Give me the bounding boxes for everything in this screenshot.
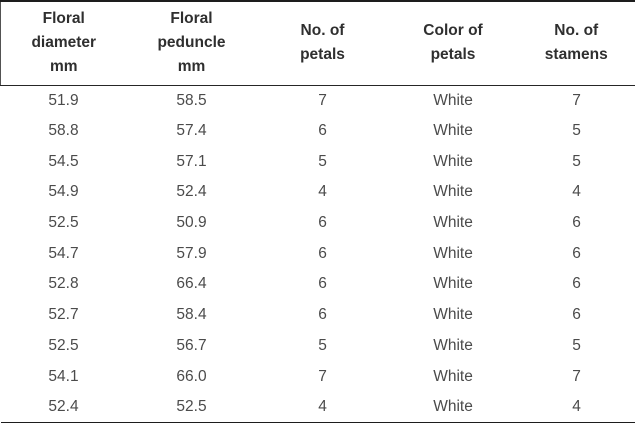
table-cell: 5 — [572, 122, 581, 140]
table-cell: 66.0 — [176, 367, 207, 385]
column-header-no-of-stamens: No. of stamens — [517, 0, 635, 86]
table-cell: 4 — [318, 183, 327, 201]
table-cell: 7 — [572, 91, 581, 109]
header-line: petals — [300, 46, 345, 64]
table-row: 52.5 56.7 5 White 5 — [1, 331, 635, 362]
table-cell: 6 — [572, 244, 581, 262]
table-cell: 4 — [572, 183, 581, 201]
table-row: 54.7 57.9 6 White 6 — [1, 238, 635, 269]
table-row: 52.4 52.5 4 White 4 — [0, 391, 635, 424]
table-cell: White — [433, 244, 473, 262]
table-cell: 50.9 — [176, 214, 207, 232]
table-cell: White — [388, 391, 518, 424]
header-line: diameter — [31, 34, 97, 52]
header-row: Floral diameter mm Floral peduncle mm No… — [0, 0, 635, 86]
header-line: mm — [49, 58, 78, 76]
table-cell: 58.5 — [176, 91, 207, 109]
column-header-floral-diameter: Floral diameter mm — [0, 0, 127, 86]
table-cell: 6 — [318, 306, 327, 324]
table-cell: 54.5 — [48, 152, 79, 170]
table-cell: 52.5 — [126, 391, 257, 424]
table-cell: White — [433, 336, 473, 354]
table-cell: 57.4 — [176, 122, 207, 140]
table-row: 52.7 58.4 6 White 6 — [1, 300, 635, 331]
table-cell: 6 — [318, 214, 327, 232]
table-cell: 56.7 — [176, 336, 207, 354]
header-line: Color of — [423, 22, 483, 40]
table-cell: 6 — [318, 244, 327, 262]
table-cell: 7 — [318, 367, 327, 385]
table-cell: 52.4 — [0, 391, 127, 424]
table-cell: 57.1 — [176, 152, 207, 170]
table-cell: White — [433, 152, 473, 170]
table-cell: 6 — [572, 275, 581, 293]
table-row: 52.5 50.9 6 White 6 — [1, 208, 635, 239]
table-cell: 4 — [517, 391, 635, 424]
table-cell: 58.8 — [48, 122, 79, 140]
table-body: 51.9 58.5 7 White 7 58.8 57.4 6 White 5 54.5 57.1 5 W… — [0, 85, 635, 424]
table-cell: 52.5 — [48, 336, 79, 354]
table-cell: White — [433, 183, 473, 201]
table-cell: White — [433, 275, 473, 293]
table-cell: 66.4 — [176, 275, 207, 293]
table-cell: White — [433, 122, 473, 140]
table-cell: 52.8 — [48, 275, 79, 293]
table-cell: 57.9 — [176, 244, 207, 262]
table-cell: 54.9 — [48, 183, 79, 201]
table-row: 51.9 58.5 7 White 7 — [1, 85, 635, 116]
header-line: mm — [177, 58, 206, 76]
header-line: No. of — [554, 22, 599, 40]
table-cell: 6 — [572, 306, 581, 324]
header-line: stamens — [544, 46, 608, 64]
table-cell: 6 — [318, 275, 327, 293]
table-header: Floral diameter mm Floral peduncle mm No… — [0, 0, 635, 86]
table-row: 54.1 66.0 7 White 7 — [1, 361, 635, 392]
table-cell: 52.4 — [176, 183, 207, 201]
table-cell: 6 — [318, 122, 327, 140]
table-cell: White — [433, 91, 473, 109]
table-row: 52.8 66.4 6 White 6 — [1, 269, 635, 300]
table-row: 54.9 52.4 4 White 4 — [1, 177, 635, 208]
header-line: Floral — [42, 10, 85, 28]
table-cell: 6 — [572, 214, 581, 232]
table-cell: 52.5 — [48, 214, 79, 232]
table-cell: 51.9 — [48, 91, 79, 109]
header-line: petals — [430, 46, 476, 64]
table-cell: White — [433, 214, 473, 232]
floral-measurements-table: Floral diameter mm Floral peduncle mm No… — [0, 0, 635, 424]
table-cell: 52.7 — [48, 306, 79, 324]
table-cell: 4 — [256, 391, 389, 424]
table-cell: White — [433, 306, 473, 324]
table-cell: 7 — [572, 367, 581, 385]
table-cell: 5 — [318, 336, 327, 354]
header-line: Floral — [170, 10, 213, 28]
table-cell: 54.1 — [48, 367, 79, 385]
table-cell: White — [433, 367, 473, 385]
table-cell: 5 — [572, 336, 581, 354]
table-cell: 5 — [318, 152, 327, 170]
table-cell: 58.4 — [176, 306, 207, 324]
column-header-floral-peduncle: Floral peduncle mm — [126, 0, 257, 86]
table-cell: 7 — [318, 91, 327, 109]
header-line: peduncle — [157, 34, 226, 52]
table-row: 58.8 57.4 6 White 5 — [1, 116, 635, 147]
column-header-no-of-petals: No. of petals — [256, 0, 389, 86]
header-line: No. of — [300, 22, 345, 40]
table-row: 54.5 57.1 5 White 5 — [1, 146, 635, 177]
table-cell: 5 — [572, 152, 581, 170]
column-header-color-of-petals: Color of petals — [388, 0, 518, 86]
table-cell: 54.7 — [48, 244, 79, 262]
